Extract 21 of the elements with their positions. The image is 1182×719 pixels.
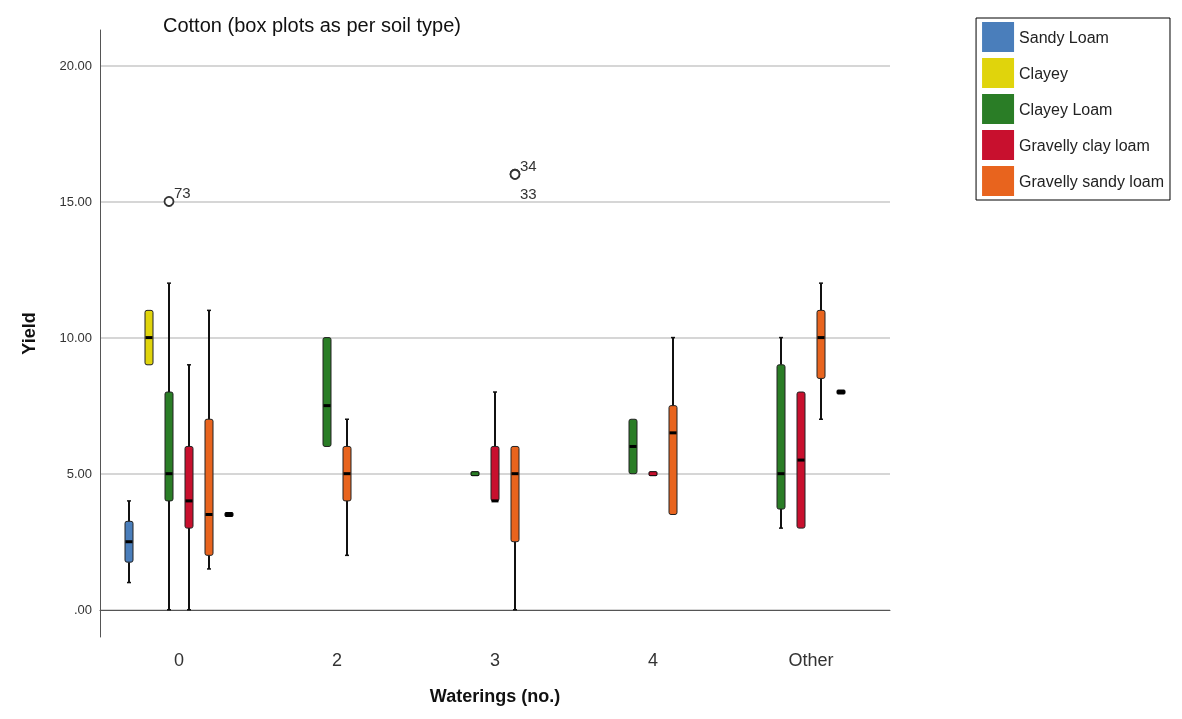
legend-label: Clayey Loam xyxy=(1019,100,1113,118)
annotation: 73 xyxy=(174,184,191,202)
legend-label: Gravelly clay loam xyxy=(1019,136,1150,154)
x-tick-label: 4 xyxy=(647,650,659,670)
legend-label: Gravelly sandy loam xyxy=(1019,172,1165,190)
legend-label: Clayey xyxy=(1019,64,1068,82)
y-axis-title: Yield xyxy=(19,312,39,355)
y-tick-label: 5.00 xyxy=(66,466,92,482)
y-tick-label: 15.00 xyxy=(59,193,92,209)
x-tick-label: Other xyxy=(788,650,834,670)
y-tick-label: .00 xyxy=(73,602,92,618)
x-tick-label: 2 xyxy=(331,650,343,670)
x-tick-label: 3 xyxy=(489,650,501,670)
chart-title: Cotton (box plots as per soil type) xyxy=(163,14,461,36)
legend-label: Sandy Loam xyxy=(1019,28,1109,46)
annotation: 34 xyxy=(520,157,537,175)
x-tick-label: 0 xyxy=(173,650,185,670)
x-axis-title: Waterings (no.) xyxy=(429,686,561,706)
annotation: 33 xyxy=(520,185,537,203)
y-tick-label: 10.00 xyxy=(59,330,92,346)
y-tick-label: 20.00 xyxy=(59,57,92,73)
